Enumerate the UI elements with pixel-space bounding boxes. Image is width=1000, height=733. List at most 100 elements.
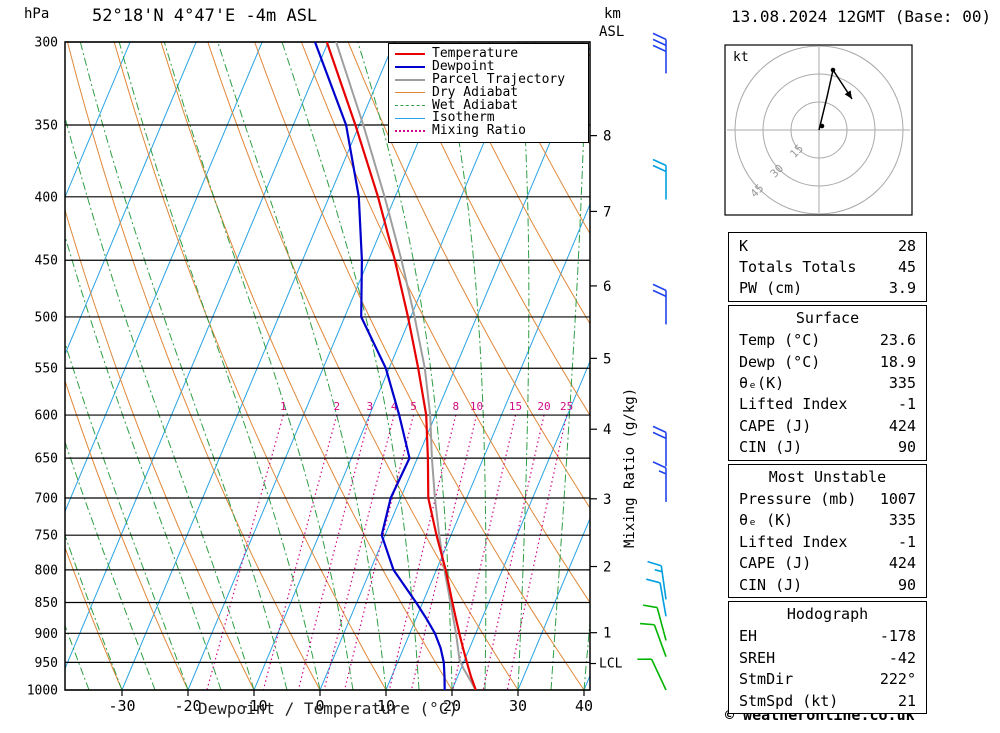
mixing-ratio-value-label: 3 (367, 400, 374, 413)
legend-item: Dry Adiabat (395, 86, 582, 99)
table-label: PW (cm) (739, 279, 803, 298)
isotherm-line (65, 42, 263, 513)
table-row: PW (cm) 3.9 (729, 278, 926, 299)
temp-tick-label: 0 (315, 697, 324, 715)
pressure-tick-label: 850 (35, 596, 58, 611)
legend-label: Isotherm (432, 110, 495, 126)
hodograph-point (830, 67, 836, 73)
wind-barb (642, 604, 667, 641)
temp-tick-label: 20 (443, 697, 461, 715)
table-value: 1007 (879, 489, 916, 508)
table-label: EH (739, 627, 758, 646)
table-label: θₑ(K) (739, 374, 785, 393)
table-label: Temp (°C) (739, 331, 821, 350)
table-label: CIN (J) (739, 438, 803, 457)
wet-adiabat-line (118, 42, 321, 690)
legend-label: Wet Adiabat (432, 97, 519, 113)
table-section-header: Most Unstable (768, 467, 887, 486)
hodograph-trace (818, 69, 834, 131)
dry-adiabat-line (394, 42, 590, 417)
wet-adiabat-line (79, 42, 288, 690)
table-value: -1 (897, 532, 916, 551)
chart-title: 52°18'N 4°47'E -4m ASL (92, 6, 318, 26)
legend-item: Dewpoint (395, 60, 582, 74)
run-date-label: 13.08.2024 12GMT (Base: 00) (731, 7, 992, 26)
table-row: StmSpd (kt) 21 (729, 690, 926, 711)
legend-item: Temperature (395, 46, 582, 62)
table-label: Totals Totals (739, 258, 857, 277)
wet-adiabat-line (357, 42, 453, 690)
table-row: SREH -42 (729, 647, 926, 668)
legend: Temperature Dewpoint Parcel Trajectory Dry … (388, 43, 589, 143)
table-label: CAPE (J) (739, 554, 812, 573)
height-axis-unit-asl-label: ASL (599, 24, 625, 40)
legend-swatch-dry-adiabat (395, 92, 425, 94)
isotherm-line (517, 517, 590, 690)
mixing-ratio-value-label: 25 (560, 400, 573, 413)
mixing-ratio-line (206, 414, 284, 690)
wind-barb (652, 32, 667, 74)
table-row: StmDir 222° (729, 668, 926, 689)
hodograph-ring (790, 101, 848, 159)
hodograph-arrowhead (844, 90, 852, 99)
mixing-ratio-value-label: 5 (410, 400, 417, 413)
legend-swatch-isotherm (395, 117, 425, 119)
table-value: 23.6 (879, 331, 916, 350)
mixing-ratio-value-label: 1 (280, 400, 287, 413)
wet-adiabat-line (281, 42, 420, 690)
mixing-ratio-line (262, 414, 338, 690)
isotherm-line (65, 42, 197, 356)
table-row: EH -178 (729, 626, 926, 647)
legend-label: Temperature (432, 46, 519, 62)
hodograph-unit-label: kt (733, 50, 749, 65)
wind-barb (646, 578, 667, 617)
temp-tick-label: 10 (377, 697, 395, 715)
wind-barb-column (637, 32, 667, 691)
km-tick-label: 2 (603, 560, 611, 576)
pressure-tick-label: 550 (35, 362, 58, 377)
table-section-header: Surface (795, 309, 860, 328)
legend-swatch-dewpoint (395, 66, 425, 69)
table-value: 28 (897, 236, 916, 255)
wet-adiabat-line (65, 533, 123, 690)
isotherm-line (65, 42, 329, 670)
table-row: θₑ(K) 335 (729, 372, 926, 393)
km-tick-label: 1 (603, 626, 611, 642)
wind-barb (647, 560, 667, 600)
table-row: Lifted Index -1 (729, 394, 926, 415)
isotherm-line (385, 202, 590, 690)
mixing-ratio-value-label: 20 (537, 400, 550, 413)
temp-tick-label: -20 (174, 697, 201, 715)
table-value: 3.9 (888, 279, 916, 298)
isotherm-line (319, 45, 590, 690)
wind-barb (652, 425, 667, 467)
pressure-tick-label: 500 (35, 310, 58, 325)
table-value: -1 (897, 395, 916, 414)
dry-adiabat-line (65, 546, 123, 690)
isotherm-line (121, 42, 395, 690)
pressure-tick-label: 450 (35, 254, 58, 269)
temp-tick-label: 40 (575, 697, 593, 715)
table-row: CAPE (J) 424 (729, 552, 926, 573)
wet-adiabat-line (517, 42, 530, 690)
table-value: 222° (879, 670, 916, 689)
pressure-tick-label: 950 (35, 656, 58, 671)
table-label: Dewp (°C) (739, 352, 821, 371)
parcel-trajectory-curve (335, 42, 477, 690)
wind-barb (652, 158, 667, 200)
pressure-tick-label: 1000 (27, 684, 58, 699)
legend-item: Parcel Trajectory (395, 73, 582, 87)
temp-tick-label: -30 (108, 697, 135, 715)
km-tick-label: 6 (603, 279, 611, 295)
table-label: Lifted Index (739, 532, 848, 551)
isotherm-line (253, 42, 527, 690)
pressure-tick-label: 300 (35, 36, 58, 51)
wind-barb (637, 658, 667, 691)
wet-adiabat-line (163, 42, 354, 690)
info-table: K 28 Totals Totals 45 PW (cm) 3.9 (728, 232, 927, 303)
legend-swatch-mixing-ratio (395, 130, 425, 133)
table-label: StmSpd (kt) (739, 691, 839, 710)
dry-adiabat-line (441, 42, 590, 325)
